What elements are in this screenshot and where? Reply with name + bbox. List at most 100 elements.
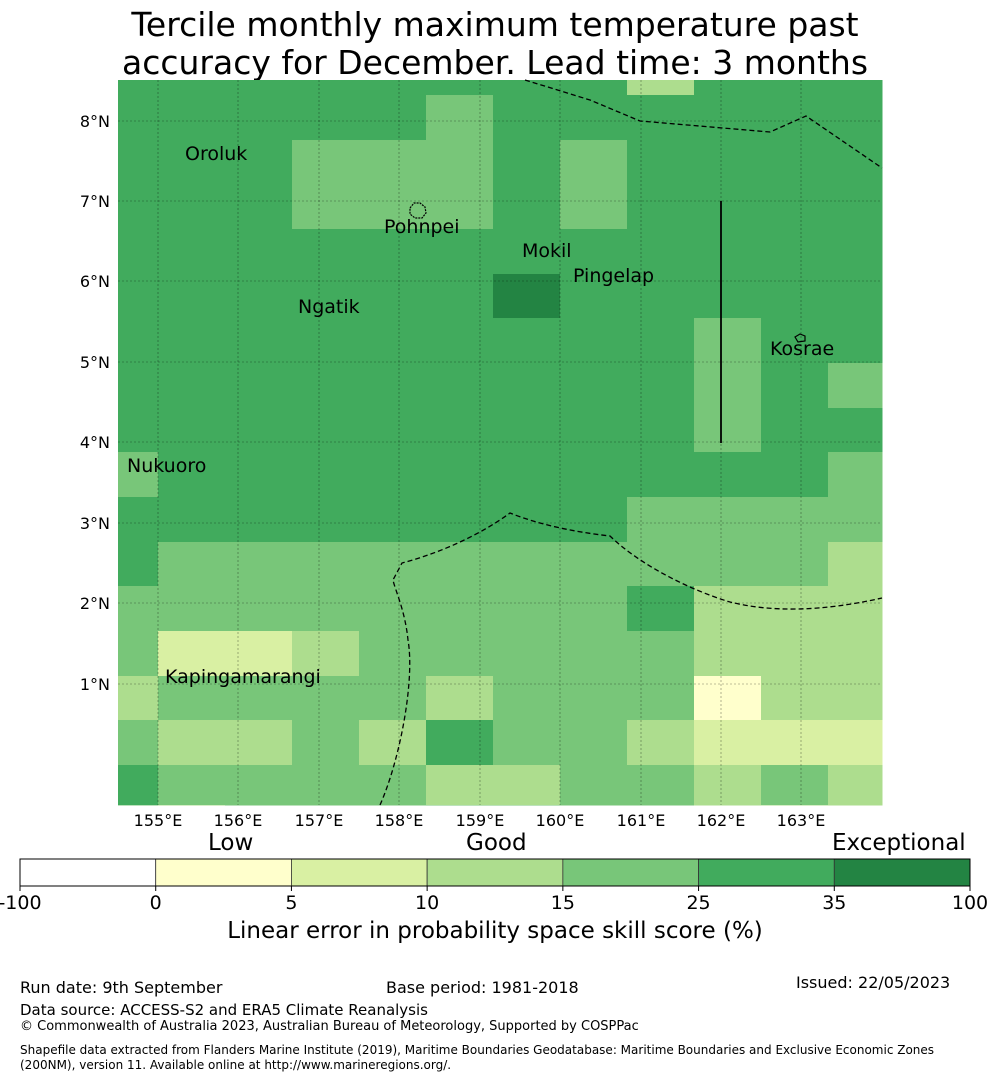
grid-cell xyxy=(627,363,695,409)
grid-cell xyxy=(694,497,762,543)
axis-labels: 155°E 156°E 157°E 158°E 159°E 160°E 161°E 162°E… xyxy=(80,112,825,830)
grid-cell xyxy=(158,229,226,275)
grid-cell xyxy=(158,497,226,543)
grid-cell xyxy=(359,408,427,453)
grid-cell xyxy=(627,497,695,543)
grid-cell xyxy=(828,80,883,96)
grid-cell xyxy=(118,542,159,587)
grid-cell xyxy=(761,140,829,230)
grid-cell xyxy=(426,274,494,319)
island-outlines xyxy=(409,202,806,343)
issued-date: Issued: 22/05/2023 xyxy=(796,973,951,992)
grid-cell xyxy=(426,80,494,96)
title-line-1: Tercile monthly maximum temperature past xyxy=(131,5,859,44)
grid-cell xyxy=(694,229,762,275)
grid-cell xyxy=(292,586,360,632)
grid-cell xyxy=(560,542,628,587)
grid-cell xyxy=(627,631,695,677)
place-label: Ngatik xyxy=(298,296,360,318)
grid-cell xyxy=(225,95,293,141)
latitude-tick-label: 5°N xyxy=(80,353,110,372)
grid-cell xyxy=(225,229,293,275)
grid-cell xyxy=(560,408,628,453)
latitude-tick-label: 8°N xyxy=(80,112,110,131)
grid-cell xyxy=(118,318,159,364)
longitude-tick-label: 155°E xyxy=(134,811,183,830)
grid-cell xyxy=(292,765,360,805)
grid-cell xyxy=(560,676,628,721)
grid-cell xyxy=(118,363,159,409)
grid-cell xyxy=(493,452,561,498)
grid-cell xyxy=(828,229,883,275)
colorbar-swatch xyxy=(833,858,971,887)
longitude-tick-label: 163°E xyxy=(777,811,826,830)
copyright: © Commonwealth of Australia 2023, Austra… xyxy=(20,1019,639,1034)
grid-cell xyxy=(828,452,883,498)
grid-cell xyxy=(627,80,695,96)
grid-cell xyxy=(359,452,427,498)
grid-cell xyxy=(828,542,883,587)
grid-cell xyxy=(694,274,762,319)
longitude-tick-label: 158°E xyxy=(375,811,424,830)
grid-cell xyxy=(359,586,427,632)
grid-cell xyxy=(426,765,494,805)
grid-cell xyxy=(118,95,159,141)
grid-cell xyxy=(292,720,360,766)
grid-cell xyxy=(560,80,628,96)
grid-cell xyxy=(627,676,695,721)
colorbar-tick-label: 15 xyxy=(551,892,575,914)
grid-cell xyxy=(761,274,829,319)
grid-cell xyxy=(225,318,293,364)
grid-cell xyxy=(493,95,561,141)
grid-cell xyxy=(292,497,360,543)
grid-cell xyxy=(694,363,762,409)
grid-cell xyxy=(158,720,226,766)
grid-cell xyxy=(359,140,427,230)
grid-cell xyxy=(761,720,829,766)
grid-cell xyxy=(493,318,561,364)
grid-cell xyxy=(560,363,628,409)
grid-cell xyxy=(225,80,293,96)
grid-cell xyxy=(292,676,360,721)
grid-cell xyxy=(493,80,561,96)
longitude-tick-label: 157°E xyxy=(295,811,344,830)
grid-cell xyxy=(627,140,695,230)
grid-cell xyxy=(118,408,159,453)
latitude-tick-label: 6°N xyxy=(80,272,110,291)
grid-cell xyxy=(118,80,159,96)
category-good: Good xyxy=(466,830,527,856)
colorbar-tick-label: 0 xyxy=(150,892,162,914)
grid-cell xyxy=(694,765,762,805)
grid-cell xyxy=(292,408,360,453)
grid-cell xyxy=(158,140,226,230)
grid-cell xyxy=(761,95,829,141)
grid-cell xyxy=(828,318,883,364)
grid-cell xyxy=(694,676,762,721)
grid-cell xyxy=(426,229,494,275)
grid-cell xyxy=(828,676,883,721)
category-low: Low xyxy=(208,830,254,856)
colorbar-frame xyxy=(19,858,971,887)
base-period: Base period: 1981-2018 xyxy=(386,978,579,997)
run-date: Run date: 9th September xyxy=(20,978,223,997)
longitude-tick-label: 161°E xyxy=(617,811,666,830)
grid-cell xyxy=(493,497,561,543)
grid-cell xyxy=(118,631,159,677)
grid-cell xyxy=(359,720,427,766)
grid-cell xyxy=(359,80,427,96)
latitude-tick-label: 7°N xyxy=(80,192,110,211)
grid-cell xyxy=(761,363,829,409)
colorbar-tick-label: -100 xyxy=(0,892,42,914)
grid-cell xyxy=(493,229,561,275)
data-source: Data source: ACCESS-S2 and ERA5 Climate … xyxy=(20,1001,428,1019)
grid-cell xyxy=(426,542,494,587)
longitude-tick-label: 160°E xyxy=(536,811,585,830)
grid-cell xyxy=(493,720,561,766)
grid-cell xyxy=(761,408,829,453)
grid-cell xyxy=(627,95,695,141)
place-label: Kapingamarangi xyxy=(165,666,321,688)
colorbar-tick-label: 25 xyxy=(686,892,710,914)
grid-cell xyxy=(359,274,427,319)
colorbar-swatch xyxy=(19,858,157,887)
